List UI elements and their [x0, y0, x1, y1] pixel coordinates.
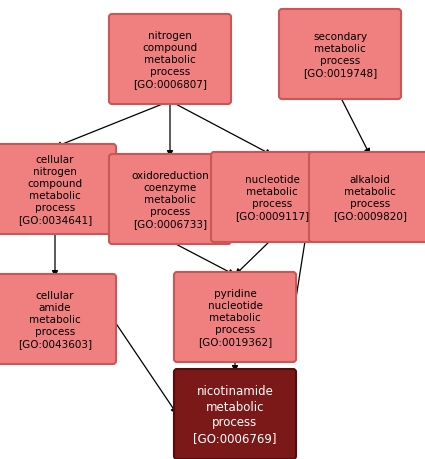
Text: cellular
amide
metabolic
process
[GO:0043603]: cellular amide metabolic process [GO:004… [18, 291, 92, 348]
FancyBboxPatch shape [174, 369, 296, 459]
Text: nicotinamide
metabolic
process
[GO:0006769]: nicotinamide metabolic process [GO:00067… [193, 384, 277, 444]
FancyBboxPatch shape [0, 274, 116, 364]
Text: secondary
metabolic
process
[GO:0019748]: secondary metabolic process [GO:0019748] [303, 32, 377, 78]
Text: oxidoreduction
coenzyme
metabolic
process
[GO:0006733]: oxidoreduction coenzyme metabolic proces… [131, 171, 209, 229]
Text: pyridine
nucleotide
metabolic
process
[GO:0019362]: pyridine nucleotide metabolic process [G… [198, 288, 272, 346]
Text: nucleotide
metabolic
process
[GO:0009117]: nucleotide metabolic process [GO:0009117… [235, 174, 309, 220]
FancyBboxPatch shape [211, 153, 333, 242]
FancyBboxPatch shape [309, 153, 425, 242]
FancyBboxPatch shape [109, 155, 231, 245]
FancyBboxPatch shape [109, 15, 231, 105]
Text: nitrogen
compound
metabolic
process
[GO:0006807]: nitrogen compound metabolic process [GO:… [133, 31, 207, 89]
Text: alkaloid
metabolic
process
[GO:0009820]: alkaloid metabolic process [GO:0009820] [333, 174, 407, 220]
FancyBboxPatch shape [0, 145, 116, 235]
FancyBboxPatch shape [174, 272, 296, 362]
FancyBboxPatch shape [279, 10, 401, 100]
Text: cellular
nitrogen
compound
metabolic
process
[GO:0034641]: cellular nitrogen compound metabolic pro… [18, 155, 92, 224]
